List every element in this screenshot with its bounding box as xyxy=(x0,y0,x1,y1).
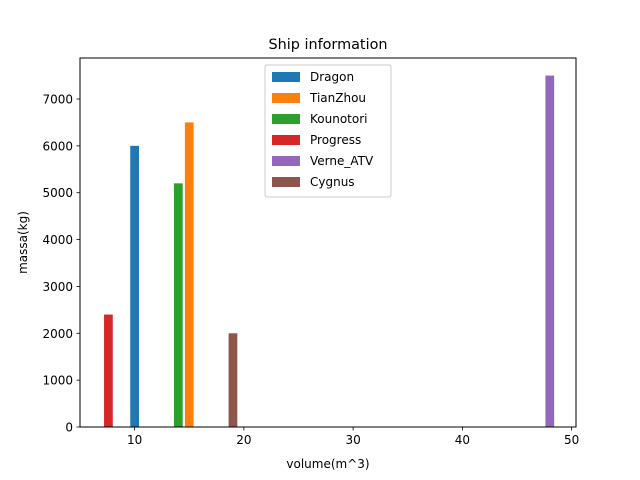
y-tick-label: 7000 xyxy=(42,93,73,107)
legend-label: Progress xyxy=(310,133,361,147)
bar-verne-atv xyxy=(545,75,555,428)
legend-swatch xyxy=(272,93,300,103)
y-tick-label: 5000 xyxy=(42,186,73,200)
legend-label: Dragon xyxy=(310,70,354,84)
x-tick-label: 40 xyxy=(455,433,470,447)
legend-swatch xyxy=(272,135,300,145)
legend-label: Verne_ATV xyxy=(310,154,374,168)
x-tick-label: 30 xyxy=(345,433,360,447)
x-axis: 10 20 30 40 50 xyxy=(127,427,579,447)
x-tick-label: 10 xyxy=(127,433,142,447)
legend-swatch xyxy=(272,72,300,82)
bar-tianzhou xyxy=(184,122,194,427)
legend-label: Cygnus xyxy=(310,175,355,189)
y-tick-label: 1000 xyxy=(42,374,73,388)
y-tick-label: 3000 xyxy=(42,280,73,294)
bars-group xyxy=(104,75,555,428)
bar-kounotori xyxy=(173,183,183,427)
y-axis-title: massa(kg) xyxy=(16,211,30,274)
bar-cygnus xyxy=(228,333,238,427)
y-tick-label: 4000 xyxy=(42,233,73,247)
legend-swatch xyxy=(272,177,300,187)
y-tick-label: 0 xyxy=(65,421,73,435)
y-axis: 0 1000 2000 3000 4000 5000 6000 7000 xyxy=(42,93,80,435)
x-tick-label: 20 xyxy=(236,433,251,447)
bar-dragon xyxy=(130,145,139,427)
x-tick-label: 50 xyxy=(564,433,579,447)
legend-label: TianZhou xyxy=(309,91,366,105)
legend-swatch xyxy=(272,114,300,124)
chart-title: Ship information xyxy=(268,37,387,53)
x-axis-title: volume(m^3) xyxy=(286,457,369,471)
bar-progress xyxy=(104,314,113,427)
legend-label: Kounotori xyxy=(310,112,367,126)
plot-frame xyxy=(79,57,577,428)
legend-swatch xyxy=(272,156,300,166)
legend: Dragon TianZhou Kounotori Progress Verne_ATV… xyxy=(264,64,392,198)
y-tick-label: 2000 xyxy=(42,327,73,341)
y-tick-label: 6000 xyxy=(42,139,73,153)
